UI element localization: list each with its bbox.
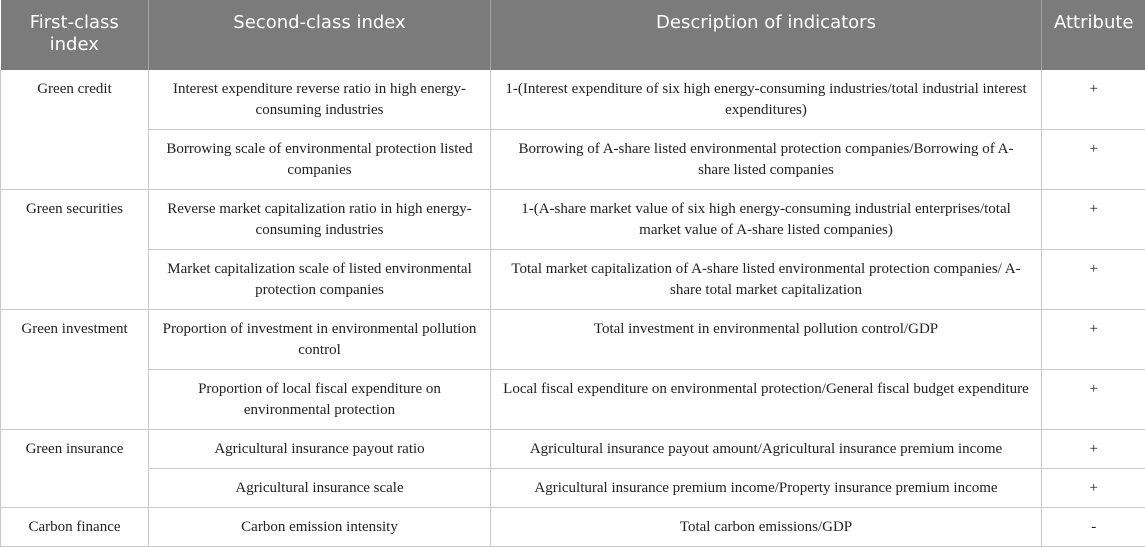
first-class-cell: Green investment (1, 310, 149, 430)
header-first-class: First-class index (1, 0, 149, 70)
second-class-cell: Proportion of local fiscal expenditure o… (149, 370, 491, 430)
description-cell: Total investment in environmental pollut… (491, 310, 1042, 370)
attribute-cell: + (1042, 70, 1145, 130)
second-class-cell: Proportion of investment in environmenta… (149, 310, 491, 370)
description-cell: Local fiscal expenditure on environmenta… (491, 370, 1042, 430)
header-second-class: Second-class index (149, 0, 491, 70)
table-row: Green credit Interest expenditure revers… (1, 70, 1145, 130)
second-class-cell: Agricultural insurance payout ratio (149, 430, 491, 469)
first-class-cell: Carbon finance (1, 508, 149, 547)
table-row: Green investment Proportion of investmen… (1, 310, 1145, 370)
first-class-cell: Green securities (1, 190, 149, 310)
attribute-cell: - (1042, 508, 1145, 547)
header-attribute: Attribute (1042, 0, 1145, 70)
header-row: First-class index Second-class index Des… (1, 0, 1145, 70)
table-row: Proportion of local fiscal expenditure o… (1, 370, 1145, 430)
attribute-cell: + (1042, 130, 1145, 190)
second-class-cell: Interest expenditure reverse ratio in hi… (149, 70, 491, 130)
table-row: Green securities Reverse market capitali… (1, 190, 1145, 250)
attribute-cell: + (1042, 190, 1145, 250)
first-class-cell: Green credit (1, 70, 149, 190)
second-class-cell: Borrowing scale of environmental protect… (149, 130, 491, 190)
description-cell: Total carbon emissions/GDP (491, 508, 1042, 547)
table-row: Green insurance Agricultural insurance p… (1, 430, 1145, 469)
description-cell: Borrowing of A-share listed environmenta… (491, 130, 1042, 190)
attribute-cell: + (1042, 250, 1145, 310)
attribute-cell: + (1042, 430, 1145, 469)
description-cell: Agricultural insurance payout amount/Agr… (491, 430, 1042, 469)
table-row: Borrowing scale of environmental protect… (1, 130, 1145, 190)
attribute-cell: + (1042, 469, 1145, 508)
description-cell: 1-(Interest expenditure of six high ener… (491, 70, 1042, 130)
first-class-cell: Green insurance (1, 430, 149, 508)
table-row: Agricultural insurance scale Agricultura… (1, 469, 1145, 508)
table-row: Market capitalization scale of listed en… (1, 250, 1145, 310)
second-class-cell: Market capitalization scale of listed en… (149, 250, 491, 310)
second-class-cell: Agricultural insurance scale (149, 469, 491, 508)
attribute-cell: + (1042, 370, 1145, 430)
table-row: Carbon finance Carbon emission intensity… (1, 508, 1145, 547)
second-class-cell: Carbon emission intensity (149, 508, 491, 547)
header-description: Description of indicators (491, 0, 1042, 70)
second-class-cell: Reverse market capitalization ratio in h… (149, 190, 491, 250)
attribute-cell: + (1042, 310, 1145, 370)
description-cell: Total market capitalization of A-share l… (491, 250, 1042, 310)
description-cell: Agricultural insurance premium income/Pr… (491, 469, 1042, 508)
description-cell: 1-(A-share market value of six high ener… (491, 190, 1042, 250)
